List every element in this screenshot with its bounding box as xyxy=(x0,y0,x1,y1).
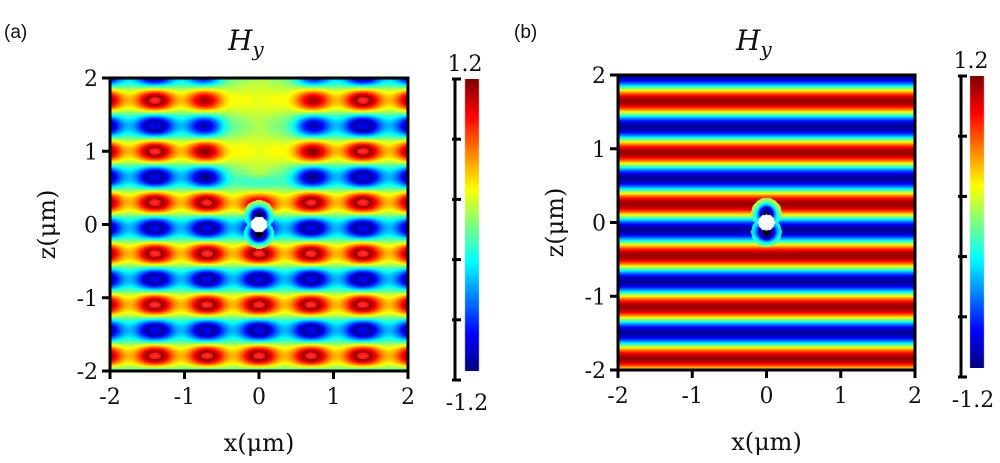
y-tick-label-a: 1 xyxy=(84,140,98,165)
y-axis-label-b: z(μm) xyxy=(541,188,569,258)
colorbar-a xyxy=(463,79,481,371)
x-tick-label-b: -2 xyxy=(607,384,628,409)
x-tick-label-b: 2 xyxy=(908,384,922,409)
x-tick-label-a: -1 xyxy=(174,385,195,410)
x-tick-label-b: 1 xyxy=(834,384,848,409)
panel-label-b: (b) xyxy=(514,22,538,43)
x-axis-label-b: x(μm) xyxy=(731,428,802,456)
y-tick-label-a: -2 xyxy=(77,360,98,385)
y-axis-label-a: z(μm) xyxy=(33,190,61,260)
y-tick-label-b: -1 xyxy=(585,285,606,310)
colorbar-min-label-b: -1.2 xyxy=(952,388,994,413)
x-tick-label-b: -1 xyxy=(682,384,703,409)
x-tick-label-a: -2 xyxy=(99,385,120,410)
y-tick-label-a: 2 xyxy=(84,67,98,92)
y-tick-label-b: -2 xyxy=(585,359,606,384)
y-tick-label-b: 2 xyxy=(592,64,606,89)
heatmap-a xyxy=(110,78,408,371)
colorbar-min-label-a: -1.2 xyxy=(446,391,488,416)
x-tick-label-a: 0 xyxy=(252,385,266,410)
y-tick-label-b: 1 xyxy=(592,138,606,163)
colorbar-max-label-b: 1.2 xyxy=(954,49,989,74)
plot-frame-b xyxy=(616,73,917,372)
heatmap-b xyxy=(618,75,915,370)
colorbar-b xyxy=(968,76,986,368)
x-tick-label-b: 0 xyxy=(760,384,774,409)
plot-frame-a xyxy=(108,76,410,373)
y-tick-label-b: 0 xyxy=(592,212,606,237)
y-tick-label-a: 0 xyxy=(84,214,98,239)
panel-label-a: (a) xyxy=(4,22,28,43)
y-tick-label-a: -1 xyxy=(77,287,98,312)
title-b: Hy xyxy=(736,24,772,61)
x-tick-label-a: 1 xyxy=(327,385,341,410)
x-tick-label-a: 2 xyxy=(401,385,415,410)
colorbar-max-label-a: 1.2 xyxy=(448,52,483,77)
x-axis-label-a: x(μm) xyxy=(224,429,295,457)
title-a: Hy xyxy=(228,24,264,61)
